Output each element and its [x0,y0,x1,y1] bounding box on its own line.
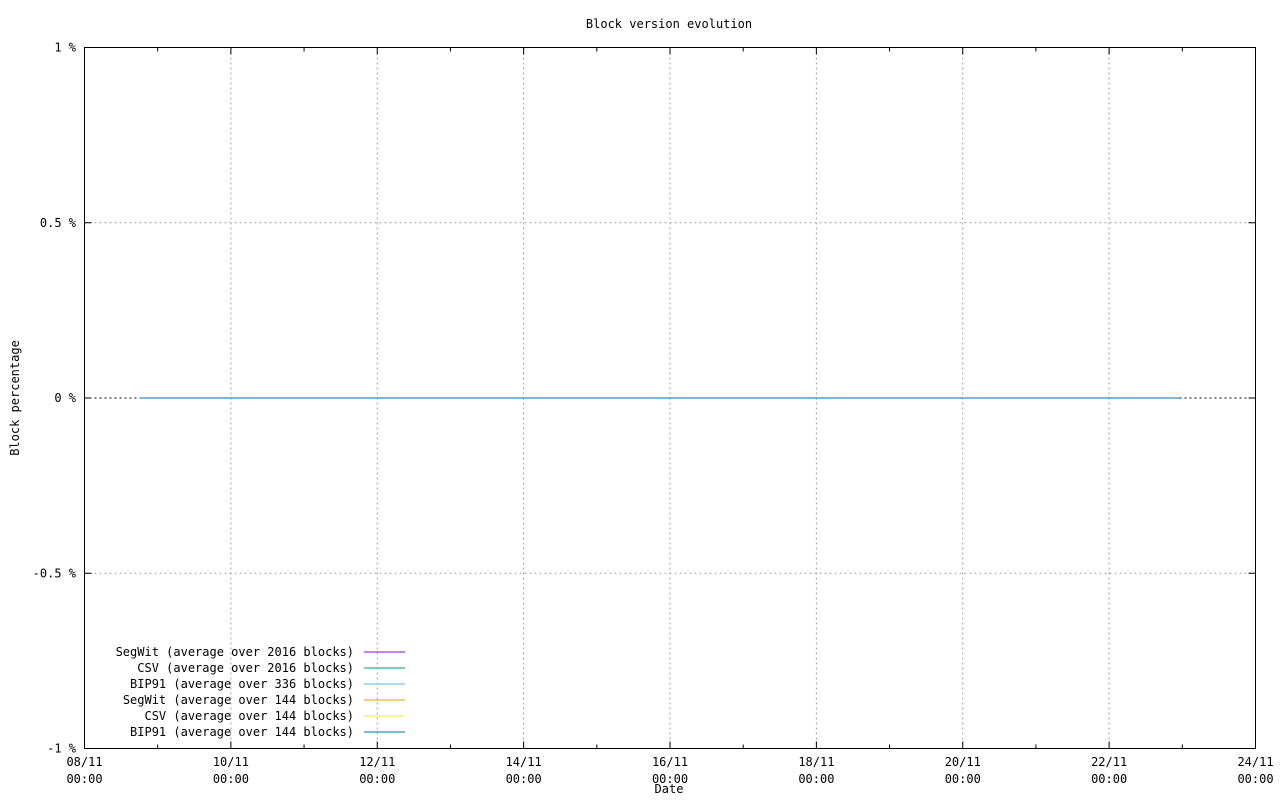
x-tick-label: 22/11 [1091,755,1127,769]
legend-label: SegWit (average over 2016 blocks) [116,645,354,659]
y-tick-label: -1 % [47,742,77,756]
x-tick-label: 00:00 [213,772,249,786]
y-axis-label: Block percentage [8,340,22,456]
x-tick-label: 20/11 [945,755,981,769]
x-tick-label: 12/11 [359,755,395,769]
y-tick-label: 0 % [54,391,76,405]
legend-label: CSV (average over 2016 blocks) [137,661,354,675]
plot-border [84,47,1256,749]
x-tick-label: 00:00 [945,772,981,786]
legend: SegWit (average over 2016 blocks) CSV (av… [116,645,405,739]
y-tick-label: 0.5 % [40,216,77,230]
x-tick-label: 14/11 [506,755,542,769]
x-tick-label: 00:00 [66,772,102,786]
x-axis-label: Date [655,782,684,796]
y-tick-label: 1 % [54,41,76,55]
x-tick-label: 00:00 [359,772,395,786]
legend-label: BIP91 (average over 336 blocks) [130,677,354,691]
x-tick-label: 00:00 [798,772,834,786]
y-tick-label: -0.5 % [33,566,77,580]
x-tick-label: 00:00 [506,772,542,786]
x-tick-label: 00:00 [1237,772,1273,786]
x-tick-label: 18/11 [798,755,834,769]
x-tick-label: 10/11 [213,755,249,769]
x-tick-label: 24/11 [1237,755,1273,769]
x-tick-label: 16/11 [652,755,688,769]
ticks: 08/11 00:00 10/11 00:00 12/11 00:00 14/11 00:00… [33,41,1274,787]
x-tick-label: 00:00 [1091,772,1127,786]
x-tick-label: 08/11 [66,755,102,769]
x-tick-label: 00:00 [652,772,688,786]
legend-label: CSV (average over 144 blocks) [144,709,354,723]
chart-title: Block version evolution [586,17,752,31]
legend-label: SegWit (average over 144 blocks) [123,693,354,707]
legend-label: BIP91 (average over 144 blocks) [130,725,354,739]
